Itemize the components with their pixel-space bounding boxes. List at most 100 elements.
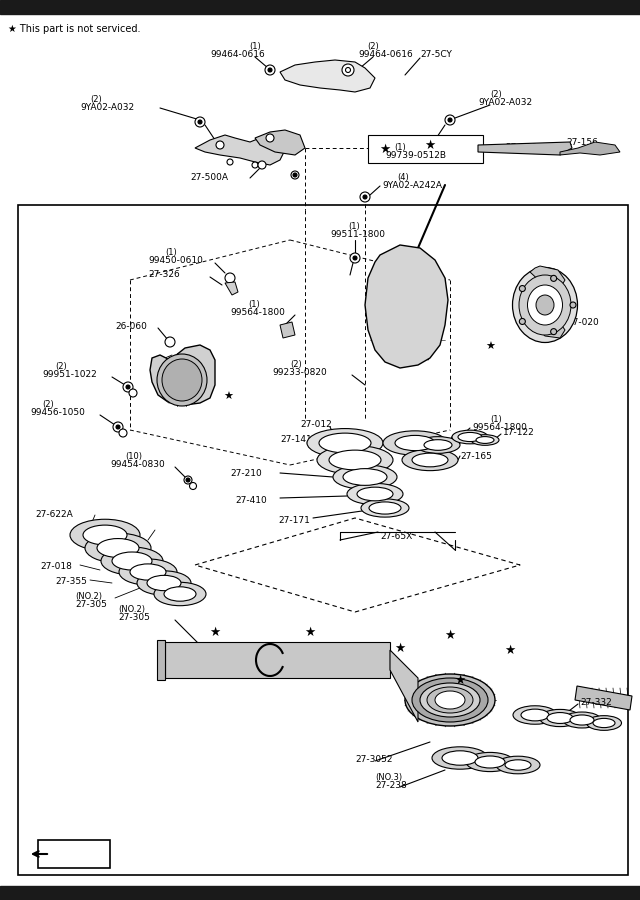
- Text: 27-156: 27-156: [566, 138, 598, 147]
- Ellipse shape: [162, 359, 202, 401]
- Text: 99454-0830: 99454-0830: [110, 460, 164, 469]
- Circle shape: [216, 141, 224, 149]
- Text: ★: ★: [444, 628, 456, 642]
- Ellipse shape: [476, 436, 494, 444]
- Ellipse shape: [85, 533, 151, 562]
- Ellipse shape: [424, 440, 452, 450]
- Ellipse shape: [420, 683, 480, 717]
- Text: (2): (2): [55, 362, 67, 371]
- Text: 27-5CY: 27-5CY: [420, 50, 452, 59]
- Text: ★: ★: [305, 626, 316, 638]
- Circle shape: [184, 476, 192, 484]
- Circle shape: [119, 429, 127, 437]
- Circle shape: [123, 382, 133, 392]
- Text: (1): (1): [348, 222, 360, 231]
- Ellipse shape: [442, 751, 478, 765]
- Text: (NO.3): (NO.3): [375, 773, 402, 782]
- Circle shape: [268, 68, 272, 72]
- Ellipse shape: [101, 547, 163, 575]
- Ellipse shape: [357, 487, 393, 500]
- Ellipse shape: [130, 564, 166, 580]
- Polygon shape: [165, 642, 390, 678]
- Text: 17-122: 17-122: [503, 428, 535, 437]
- Ellipse shape: [540, 709, 580, 726]
- Text: ★: ★: [209, 626, 221, 638]
- Ellipse shape: [513, 267, 577, 343]
- Text: 9YA02-A242A: 9YA02-A242A: [382, 181, 442, 190]
- Ellipse shape: [527, 285, 563, 325]
- Ellipse shape: [343, 469, 387, 485]
- Text: 99564-1800: 99564-1800: [230, 308, 285, 317]
- Text: ★: ★: [380, 142, 390, 156]
- Text: (NO.2): (NO.2): [118, 605, 145, 614]
- Circle shape: [353, 256, 357, 260]
- Text: (2): (2): [367, 42, 379, 51]
- Ellipse shape: [570, 715, 594, 725]
- Circle shape: [258, 161, 266, 169]
- Circle shape: [346, 68, 351, 73]
- Ellipse shape: [586, 716, 621, 731]
- Circle shape: [198, 120, 202, 124]
- Polygon shape: [390, 650, 418, 722]
- Polygon shape: [280, 60, 375, 92]
- Text: (1): (1): [249, 42, 261, 51]
- Text: 99564-1800: 99564-1800: [472, 423, 527, 432]
- Text: 27-305: 27-305: [118, 613, 150, 622]
- Circle shape: [195, 117, 205, 127]
- Ellipse shape: [466, 752, 514, 771]
- Ellipse shape: [347, 483, 403, 505]
- Ellipse shape: [458, 432, 482, 442]
- Text: 27-332: 27-332: [580, 698, 612, 707]
- Polygon shape: [157, 640, 165, 680]
- Circle shape: [445, 115, 455, 125]
- Text: 4WD: 4WD: [52, 848, 84, 861]
- Circle shape: [570, 302, 576, 308]
- Ellipse shape: [70, 519, 140, 551]
- Circle shape: [129, 389, 137, 397]
- Polygon shape: [150, 345, 215, 405]
- Ellipse shape: [536, 295, 554, 315]
- Text: 99951-1022: 99951-1022: [42, 370, 97, 379]
- Bar: [0, 886, 640, 900]
- Text: 27-514: 27-514: [105, 528, 137, 537]
- Circle shape: [227, 159, 233, 165]
- Polygon shape: [195, 135, 285, 165]
- Polygon shape: [365, 245, 448, 368]
- Circle shape: [189, 482, 196, 490]
- Text: 9YA02-A032: 9YA02-A032: [478, 98, 532, 107]
- Text: 27-65X: 27-65X: [380, 532, 412, 541]
- Ellipse shape: [412, 454, 448, 467]
- Text: (2): (2): [290, 360, 301, 369]
- Bar: [38, 840, 110, 868]
- Text: 27-141A: 27-141A: [280, 435, 318, 444]
- Circle shape: [436, 451, 444, 459]
- Text: 27-326: 27-326: [148, 270, 180, 279]
- Ellipse shape: [435, 691, 465, 709]
- Text: (1): (1): [248, 300, 260, 309]
- Ellipse shape: [547, 713, 573, 724]
- Text: ★: ★: [394, 642, 406, 654]
- Circle shape: [225, 273, 235, 283]
- Bar: [18, 205, 628, 875]
- Text: 27-018: 27-018: [40, 562, 72, 571]
- Ellipse shape: [405, 674, 495, 726]
- Text: 27-3052: 27-3052: [355, 755, 392, 764]
- Circle shape: [350, 253, 360, 263]
- Ellipse shape: [157, 354, 207, 406]
- Ellipse shape: [521, 709, 549, 721]
- Circle shape: [116, 425, 120, 429]
- Text: ★ This part is not serviced.: ★ This part is not serviced.: [8, 24, 141, 34]
- Ellipse shape: [329, 450, 381, 470]
- Circle shape: [165, 337, 175, 347]
- Text: (NO.2): (NO.2): [75, 592, 102, 601]
- Text: 27-806: 27-806: [505, 143, 537, 152]
- Circle shape: [451, 435, 461, 445]
- Text: 27-012: 27-012: [300, 420, 332, 429]
- Text: 27-238: 27-238: [375, 781, 407, 790]
- Text: 99739-0512B: 99739-0512B: [385, 151, 446, 160]
- Ellipse shape: [317, 446, 393, 474]
- Ellipse shape: [137, 571, 191, 595]
- Polygon shape: [560, 142, 620, 155]
- Text: 99464-0616: 99464-0616: [210, 50, 265, 59]
- Text: 27-165: 27-165: [460, 452, 492, 461]
